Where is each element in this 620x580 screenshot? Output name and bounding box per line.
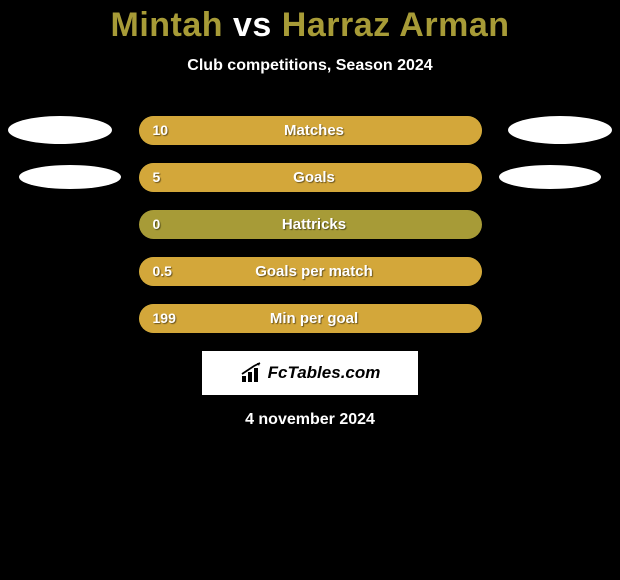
- stat-label: Matches: [284, 122, 344, 139]
- player2-ellipse: [499, 165, 601, 189]
- stat-label: Goals: [293, 169, 335, 186]
- stat-value-left: 10: [153, 122, 169, 138]
- player2-name: Harraz Arman: [282, 6, 510, 44]
- stat-bar: 199 Min per goal: [139, 304, 482, 333]
- stat-row: 0.5 Goals per match: [0, 256, 620, 286]
- date-text: 4 november 2024: [0, 411, 620, 429]
- stat-value-left: 5: [153, 169, 161, 185]
- vs-separator: vs: [233, 6, 272, 44]
- fctables-logo: FcTables.com: [202, 351, 418, 395]
- stat-value-left: 0: [153, 216, 161, 232]
- stat-label: Hattricks: [282, 216, 346, 233]
- player2-ellipse: [508, 116, 612, 144]
- stat-bar: 0.5 Goals per match: [139, 257, 482, 286]
- subtitle: Club competitions, Season 2024: [0, 57, 620, 75]
- stat-row: 5 Goals: [0, 162, 620, 192]
- player1-name: Mintah: [111, 6, 224, 44]
- stat-row: 10 Matches: [0, 115, 620, 145]
- chart-icon: [240, 362, 264, 384]
- stat-bar: 5 Goals: [139, 163, 482, 192]
- page-title: Mintah vs Harraz Arman: [0, 0, 620, 45]
- player1-ellipse: [8, 116, 112, 144]
- player1-ellipse: [19, 165, 121, 189]
- stat-value-left: 0.5: [153, 263, 172, 279]
- stat-row: 199 Min per goal: [0, 303, 620, 333]
- stat-label: Min per goal: [270, 310, 358, 327]
- stats-container: 10 Matches 5 Goals 0 Hattricks 0.5 Goals per ma…: [0, 115, 620, 333]
- stat-bar: 10 Matches: [139, 116, 482, 145]
- stat-bar: 0 Hattricks: [139, 210, 482, 239]
- logo-text: FcTables.com: [268, 363, 381, 383]
- stat-value-left: 199: [153, 310, 176, 326]
- stat-label: Goals per match: [255, 263, 373, 280]
- stat-row: 0 Hattricks: [0, 209, 620, 239]
